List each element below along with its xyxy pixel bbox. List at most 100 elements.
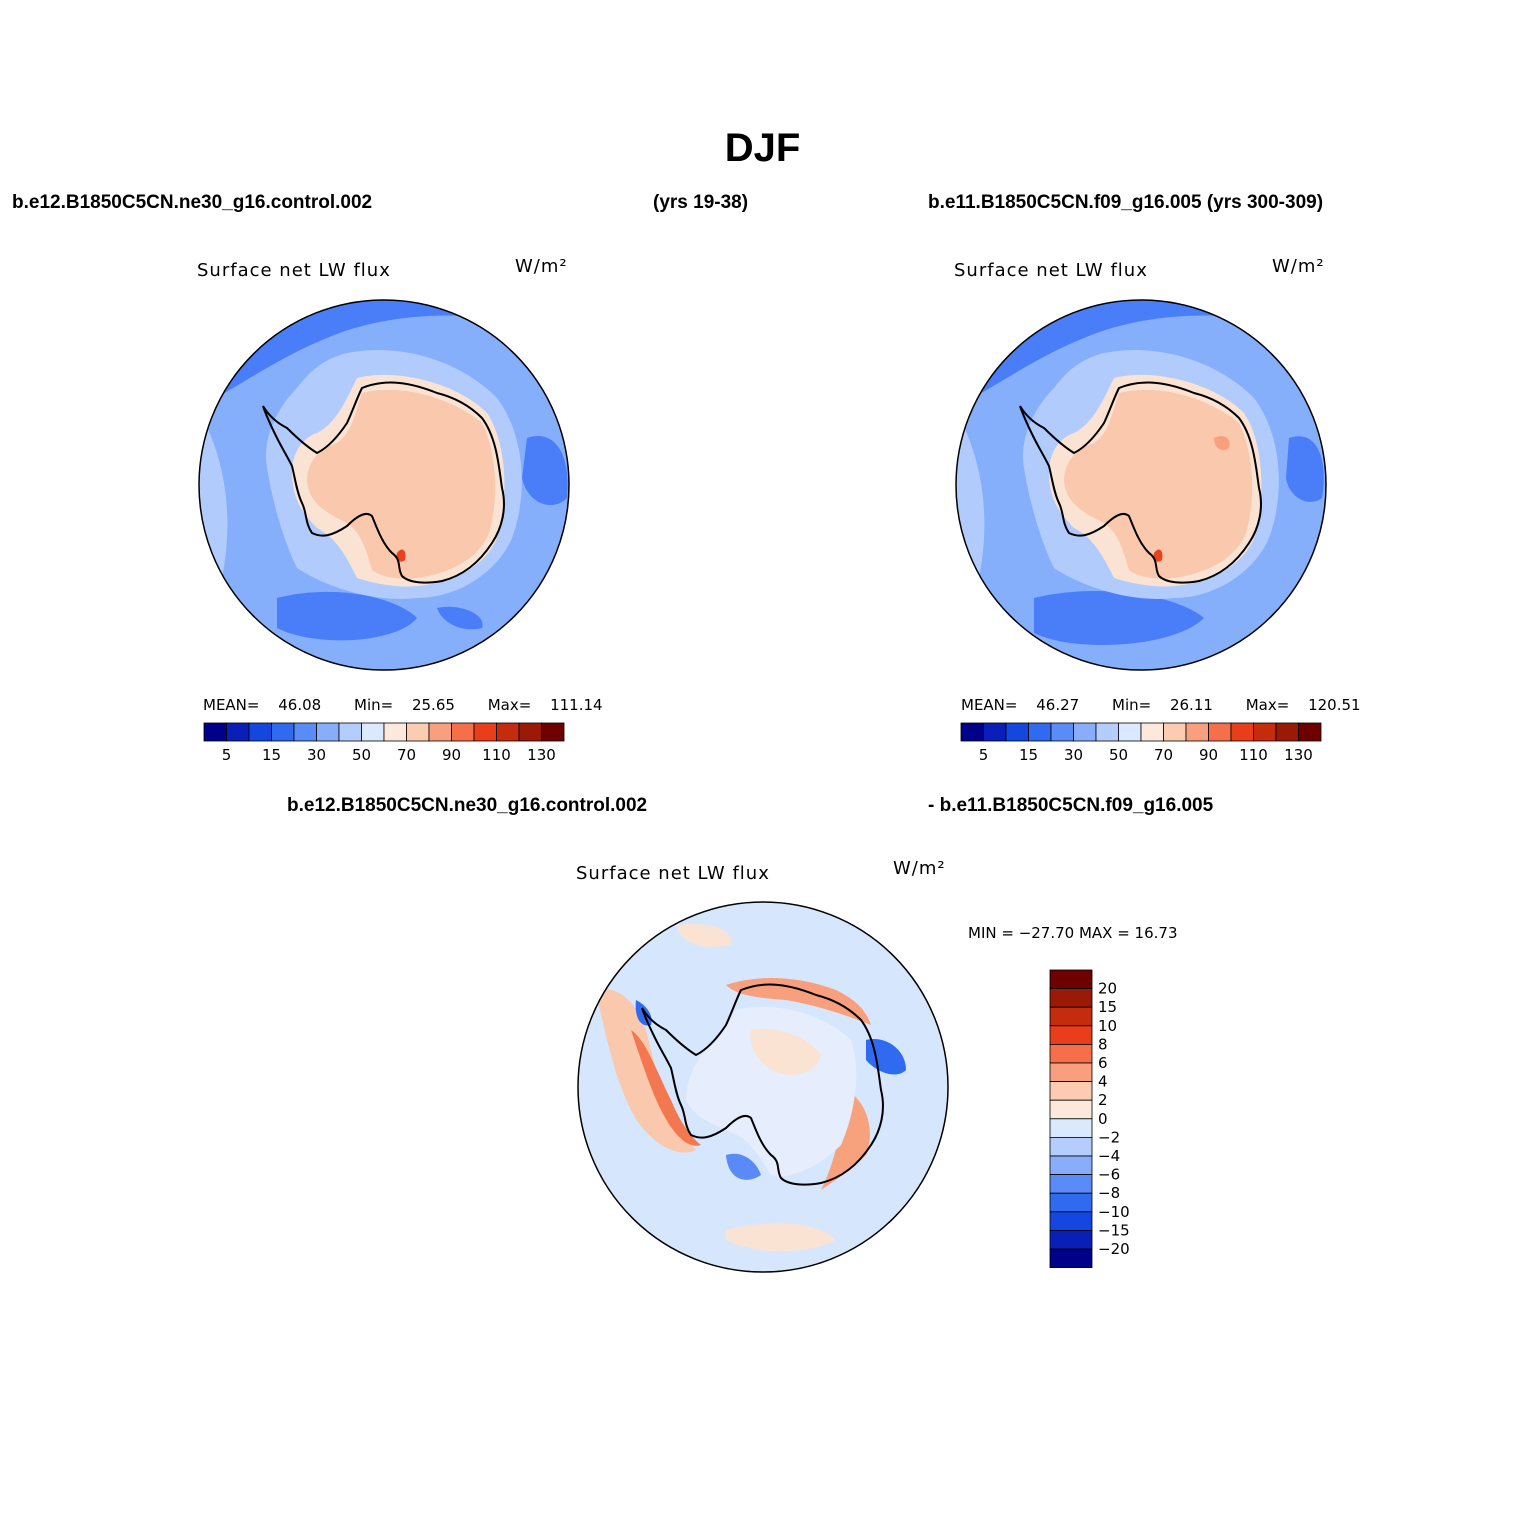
header-left-case: b.e12.B1850C5CN.ne30_g16.control.002 [12,192,373,213]
colorbar-tick-label: −4 [1098,1147,1120,1165]
colorbar-swatch [1049,1044,1093,1064]
colorbar-swatch [1049,1136,1093,1157]
colorbar-swatch [1049,1174,1093,1194]
panel3-antarctica-coastline [641,983,884,1186]
panel2-mean-label: MEAN= [961,696,1018,714]
panel3-units: W/m² [893,858,946,879]
panel1-hotspot [396,549,406,562]
panel1-stats: MEAN= 46.08 Min= 25.65 Max= 111.14 [203,696,631,714]
header-left-years: (yrs 19-38) [653,192,749,213]
panel1-colorbar: 5 15 30 50 70 90 110 130 [203,722,565,764]
panel2-stats: MEAN= 46.27 Min= 26.11 Max= 120.51 [961,696,1389,714]
colorbar-swatch [1049,1081,1093,1101]
colorbar-tick-label: −15 [1098,1221,1130,1239]
panel2-title: Surface net LW flux [954,260,1148,281]
panel2-units: W/m² [1272,256,1325,277]
colorbar-tick-label: 8 [1098,1035,1108,1053]
colorbar-swatch [1049,1006,1093,1027]
colorbar-swatch [1049,1211,1093,1231]
panel1-ocean-dark-east [522,436,568,506]
colorbar-swatch [1140,722,1164,742]
panel2-map [955,299,1327,671]
panel1-map-border [198,299,570,671]
panel3-map-border [577,901,949,1273]
panel2-antarctica-coastline [1019,381,1262,584]
colorbar-tick-label: 6 [1098,1054,1108,1072]
colorbar-tick-label: 110 [482,746,511,764]
colorbar-swatch [983,722,1007,742]
colorbar-tick-label: 10 [1098,1017,1117,1035]
panel3-interior-pos [750,1028,821,1075]
page-title: DJF [724,126,801,170]
colorbar-swatch [248,722,272,742]
colorbar-swatch [1049,988,1093,1008]
panel2-ocean-dark-south [1034,590,1204,645]
colorbar-tick-label: 90 [442,746,461,764]
colorbar-tick-label: −20 [1098,1240,1130,1258]
colorbar-tick-label: 70 [397,746,416,764]
colorbar-swatch [226,722,250,742]
colorbar-tick-label: 130 [1284,746,1313,764]
panel3-map [577,901,949,1273]
panel2-min: 26.11 [1169,696,1213,714]
panel2-hotspot [1153,549,1163,562]
colorbar-swatch [1253,722,1277,742]
panel1-ocean-dark-south [277,591,417,641]
colorbar-tick-label: −10 [1098,1203,1130,1221]
colorbar-swatch [1049,1099,1093,1120]
colorbar-tick-label: 70 [1154,746,1173,764]
panel2-max: 120.51 [1308,696,1361,714]
panel3-neg-south [726,1153,761,1180]
panel2-max-label: Max= [1245,696,1290,714]
colorbar-tick-label: 15 [262,746,281,764]
panel2-min-label: Min= [1112,696,1152,714]
panel2-map-border [955,299,1327,671]
panel3-pos-southeast [821,1090,870,1190]
colorbar-swatch [383,722,407,742]
colorbar-swatch [1095,722,1119,742]
panel1-max: 111.14 [550,696,603,714]
colorbar-swatch [271,722,295,742]
colorbar-swatch [1049,969,1093,990]
panel1-antarctica-coastline [262,381,505,584]
colorbar-swatch [293,722,317,742]
colorbar-swatch [1163,722,1187,742]
colorbar-swatch [1049,1025,1093,1045]
panel3-title: Surface net LW flux [576,863,770,884]
colorbar-swatch [1073,722,1097,742]
colorbar-tick-label: 50 [352,746,371,764]
panel1-max-label: Max= [487,696,532,714]
panel1-min: 25.65 [411,696,455,714]
panel1-title: Surface net LW flux [197,260,391,281]
panel3-pos-north-ocean [676,923,732,947]
colorbar-tick-label: 90 [1199,746,1218,764]
colorbar-tick-label: −6 [1098,1166,1120,1184]
panel2-land-field [1064,389,1253,579]
panel3-pos-strong-west [631,1030,701,1146]
colorbar-swatch [1185,722,1209,742]
panel1-ocean-dark-se [437,606,483,630]
colorbar-tick-label: 0 [1098,1110,1108,1128]
panel1-min-label: Min= [354,696,394,714]
panel2-ocean-dark-east [1286,436,1324,502]
panel2-warm-patch [1214,436,1230,450]
panel2-mean: 46.27 [1036,696,1080,714]
colorbar-tick-label: 130 [527,746,556,764]
colorbar-swatch [1049,1155,1093,1176]
colorbar-swatch [1275,722,1299,742]
diff-header-left: b.e12.B1850C5CN.ne30_g16.control.002 [287,795,648,816]
colorbar-swatch [1028,722,1052,742]
colorbar-swatch [541,722,565,742]
colorbar-swatch [428,722,452,742]
colorbar-swatch [1049,1192,1093,1213]
colorbar-swatch [406,722,430,742]
panel3-min-max: MIN = −27.70 MAX = 16.73 [968,924,1178,942]
colorbar-tick-label: 4 [1098,1073,1108,1091]
colorbar-swatch [451,722,475,742]
colorbar-swatch [1118,722,1142,742]
colorbar-swatch [1005,722,1029,742]
panel1-mean: 46.08 [278,696,322,714]
colorbar-swatch [1049,1229,1093,1250]
panel3-pos-south-ocean [726,1223,836,1252]
